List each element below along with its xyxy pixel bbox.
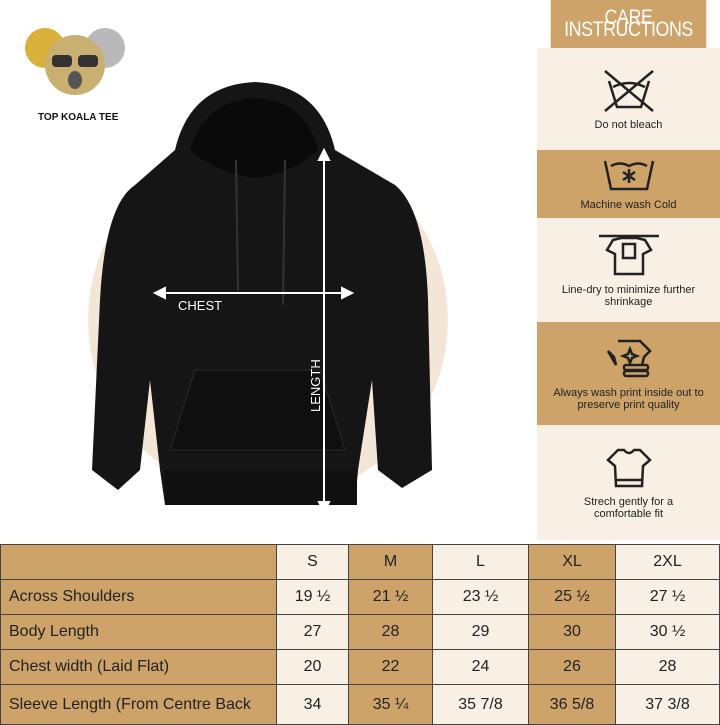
header-cell: L: [432, 544, 529, 580]
care-item-label: Line-dry to minimize further shrinkage: [561, 284, 696, 308]
row-label: Sleeve Length (From Centre Back: [0, 684, 277, 725]
length-measure-arrow: [317, 147, 331, 515]
table-cell: 24: [432, 649, 529, 685]
table-cell: 23 ½: [432, 579, 529, 615]
care-item: Line-dry to minimize further shrinkage: [537, 218, 720, 322]
table-cell: 27: [276, 614, 349, 650]
product-illustration: CHEST LENGTH TOP KOALA TEE: [25, 28, 448, 515]
care-item-label: Always wash print inside out to preserve…: [553, 386, 704, 411]
table-cell: 22: [348, 649, 433, 685]
table-cell: 28: [615, 649, 720, 685]
stretch-shirt-icon: [605, 448, 652, 487]
table-cell: 26: [528, 649, 616, 685]
machine-wash-cold-icon: [603, 160, 654, 191]
care-item: Always wash print inside out to preserve…: [537, 322, 720, 425]
chest-label: CHEST: [178, 298, 222, 313]
row-label: Body Length: [0, 614, 277, 650]
table-header-row: S M L XL 2XL: [0, 544, 720, 580]
care-item: Machine wash Cold: [537, 150, 720, 218]
table-cell: 29: [432, 614, 529, 650]
wash-inside-out-icon: [606, 339, 652, 377]
table-cell: 35 7/8: [432, 684, 529, 725]
table-row: Across Shoulders 19 ½ 21 ½ 23 ½ 25 ½ 27 …: [0, 579, 720, 615]
care-item-label: Machine wash Cold: [580, 199, 677, 211]
line-dry-icon: [598, 234, 659, 276]
care-item: Do not bleach: [537, 48, 720, 150]
table-cell: 20: [276, 649, 349, 685]
header-cell: S: [276, 544, 349, 580]
table-cell: 27 ½: [615, 579, 720, 615]
table-cell: 25 ½: [528, 579, 616, 615]
table-cell: 34: [276, 684, 349, 725]
table-row: Sleeve Length (From Centre Back 34 35 ¼ …: [0, 684, 720, 725]
table-cell: 36 5/8: [528, 684, 616, 725]
brand-logo: TOP KOALA TEE: [25, 28, 125, 123]
care-item-label: Do not bleach: [594, 119, 663, 131]
size-chart-table: S M L XL 2XL Across Shoulders 19 ½ 21 ½ …: [0, 544, 720, 725]
no-bleach-icon: [603, 70, 654, 112]
table-cell: 19 ½: [276, 579, 349, 615]
table-cell: 21 ½: [348, 579, 433, 615]
chest-measure-arrow: [152, 286, 355, 300]
table-row: Chest width (Laid Flat) 20 22 24 26 28: [0, 649, 720, 685]
header-cell: XL: [528, 544, 616, 580]
care-instructions-panel: CARE INSTRUCTIONS Do not bleach Machine …: [537, 0, 720, 540]
care-item-label: Strech gently for a comfortable fit: [583, 495, 674, 520]
table-cell: 37 3/8: [615, 684, 720, 725]
brand-name: TOP KOALA TEE: [38, 112, 119, 123]
length-label: LENGTH: [308, 359, 323, 412]
care-title: CARE INSTRUCTIONS: [550, 0, 707, 48]
row-label: Chest width (Laid Flat): [0, 649, 277, 685]
header-cell: [0, 544, 277, 580]
table-cell: 30 ½: [615, 614, 720, 650]
table-row: Body Length 27 28 29 30 30 ½: [0, 614, 720, 650]
header-cell: 2XL: [615, 544, 720, 580]
table-cell: 30: [528, 614, 616, 650]
header-cell: M: [348, 544, 433, 580]
table-cell: 28: [348, 614, 433, 650]
care-item: Strech gently for a comfortable fit: [537, 425, 720, 540]
table-cell: 35 ¼: [348, 684, 433, 725]
row-label: Across Shoulders: [0, 579, 277, 615]
